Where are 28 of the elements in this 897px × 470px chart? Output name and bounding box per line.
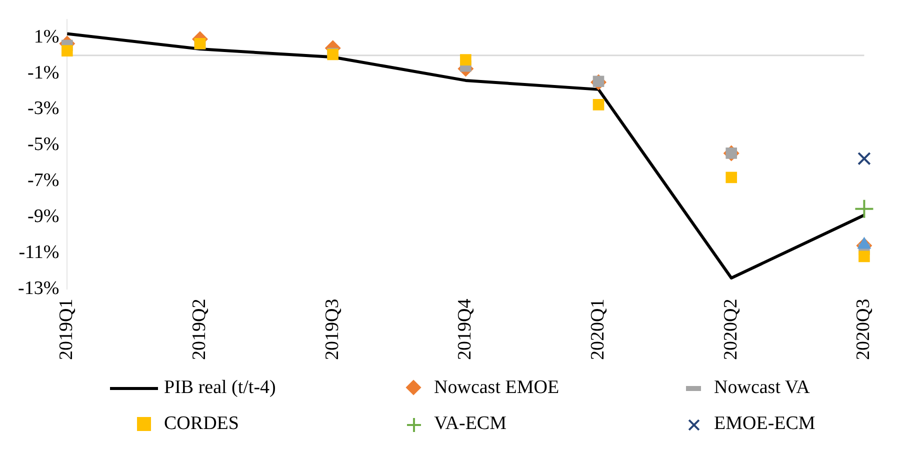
y-tick-label: -1% bbox=[28, 62, 60, 84]
y-tick-label: -3% bbox=[28, 98, 60, 120]
x-tick-label: 2019Q3 bbox=[322, 298, 343, 360]
x-tick-label: 2020Q1 bbox=[588, 298, 609, 360]
legend-label: Nowcast EMOE bbox=[434, 377, 560, 399]
x-tick-label: 2020Q2 bbox=[720, 298, 742, 360]
x-tick-label: 2019Q4 bbox=[454, 298, 476, 360]
x-tick-label: 2020Q3 bbox=[853, 298, 874, 360]
y-tick-label: -11% bbox=[18, 242, 60, 263]
legend-label: EMOE-ECM bbox=[714, 413, 816, 435]
y-tick-label: -5% bbox=[28, 134, 60, 156]
x-tick-label: 2019Q2 bbox=[188, 298, 210, 360]
point bbox=[854, 198, 874, 219]
point bbox=[460, 54, 472, 66]
point bbox=[858, 250, 870, 262]
y-tick-label: 1% bbox=[34, 26, 60, 48]
x-tick-label: 2019Q1 bbox=[56, 298, 78, 360]
point bbox=[592, 99, 604, 110]
point bbox=[62, 45, 73, 56]
legend-label: PIB real (t/t-4) bbox=[164, 377, 276, 399]
y-tick-label: -9% bbox=[28, 206, 60, 227]
legend-label: CORDES bbox=[164, 413, 239, 435]
legend-label: VA-ECM bbox=[434, 413, 506, 435]
legend-label: Nowcast VA bbox=[714, 377, 810, 399]
point bbox=[726, 172, 738, 184]
point bbox=[858, 152, 871, 166]
y-tick-label: -7% bbox=[28, 170, 60, 192]
y-tick-label: -13% bbox=[18, 278, 60, 299]
